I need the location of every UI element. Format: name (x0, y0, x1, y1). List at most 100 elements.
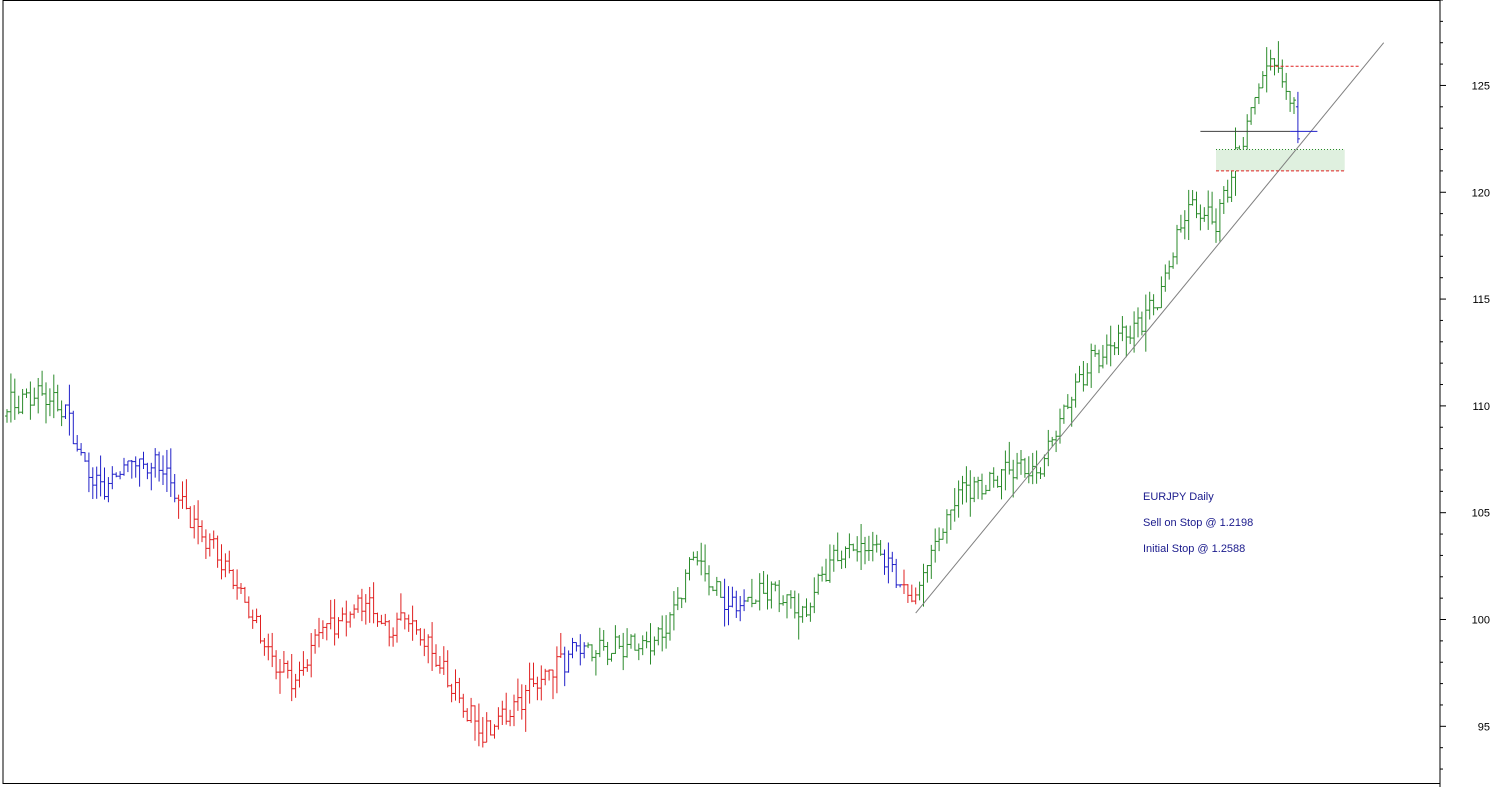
ohlc-bar (176, 494, 181, 519)
ohlc-bar (1194, 191, 1199, 219)
ohlc-bar (617, 634, 622, 649)
ohlc-bar (1128, 325, 1133, 345)
ohlc-bar (71, 410, 76, 445)
ohlc-bar (1288, 90, 1293, 112)
ohlc-bar (827, 544, 832, 583)
ohlc-bar (851, 543, 856, 552)
ohlc-bar (1143, 294, 1148, 352)
ohlc-bar (363, 594, 368, 625)
ohlc-bar (562, 646, 567, 687)
price-bars (5, 41, 1300, 748)
ohlc-bar (1214, 208, 1218, 243)
ohlc-bar (703, 544, 708, 582)
ohlc-bar (683, 569, 688, 603)
ohlc-bar (328, 599, 333, 630)
ohlc-bar (952, 488, 957, 522)
ohlc-bar (578, 634, 583, 666)
ohlc-bar (808, 602, 813, 622)
ohlc-bar (590, 644, 594, 662)
ohlc-bar (484, 712, 489, 743)
ohlc-bar (192, 505, 197, 539)
ohlc-bar (207, 533, 212, 557)
ohlc-bar (1069, 396, 1074, 427)
ohlc-bar (406, 614, 411, 632)
ohlc-bar (254, 608, 259, 624)
ohlc-bar (289, 654, 294, 702)
ohlc-bar (843, 546, 848, 569)
ohlc-bar (461, 693, 466, 718)
ohlc-bar (921, 563, 926, 607)
ohlc-bar (558, 632, 563, 658)
ohlc-bar (200, 520, 204, 543)
ohlc-bar (831, 544, 836, 572)
ohlc-bar (535, 676, 540, 701)
ohlc-bar (133, 456, 138, 478)
ohlc-bar (496, 707, 501, 730)
ohlc-bar (235, 569, 240, 600)
ohlc-bar (968, 470, 973, 517)
ohlc-bar (761, 570, 766, 594)
ohlc-bar (395, 612, 399, 643)
ohlc-bar (1132, 311, 1137, 353)
ohlc-bar (1245, 114, 1250, 151)
ohlc-bar (835, 532, 840, 562)
ohlc-bar (285, 660, 290, 679)
ohlc-bar (765, 574, 770, 610)
ohlc-bar (656, 627, 661, 646)
ohlc-bar (983, 484, 988, 495)
ohlc-bar (305, 659, 310, 672)
ohlc-bar (878, 540, 883, 556)
ohlc-bar (8, 373, 13, 423)
ohlc-bar (730, 586, 735, 608)
axis-tick-label: 105 (1472, 508, 1490, 520)
ohlc-bar (531, 662, 536, 688)
ohlc-bar (359, 588, 364, 622)
ohlc-bar (168, 448, 173, 497)
ohlc-bar (1268, 49, 1273, 71)
ohlc-bar (320, 620, 325, 640)
ohlc-bar (1295, 91, 1300, 144)
ohlc-bar (114, 472, 119, 478)
ohlc-bar (863, 536, 867, 565)
ohlc-bar (476, 703, 481, 747)
ohlc-bar (586, 642, 591, 649)
ohlc-bar (59, 400, 64, 427)
ohlc-bar (1038, 467, 1043, 479)
ohlc-bar (734, 590, 739, 618)
ohlc-bar (1217, 199, 1222, 242)
axis-tick-label: 110 (1472, 401, 1490, 413)
ohlc-bar (418, 628, 423, 646)
ohlc-bar (293, 673, 298, 698)
ohlc-bar (1015, 452, 1020, 480)
ohlc-bar (1050, 436, 1055, 447)
ohlc-bar (340, 607, 345, 622)
ohlc-bar (445, 650, 450, 688)
ohlc-bar (991, 467, 996, 488)
ohlc-bar (188, 506, 193, 529)
ohlc-bar (1093, 344, 1098, 357)
ohlc-bar (691, 551, 696, 561)
ohlc-bar (348, 611, 353, 628)
ohlc-bar (1155, 307, 1160, 311)
ohlc-bar (515, 678, 520, 711)
ohlc-bar (753, 599, 758, 604)
ohlc-bar (929, 544, 934, 579)
ohlc-bar (687, 557, 692, 581)
ohlc-bar (582, 642, 587, 659)
ohlc-bar (215, 535, 220, 568)
ohlc-bar (86, 452, 91, 493)
ohlc-bar (777, 580, 782, 613)
ohlc-bar (512, 694, 516, 727)
axis-tick-label: 100 (1472, 615, 1490, 627)
ohlc-bar (430, 622, 435, 671)
ohlc-bar (644, 631, 649, 649)
ohlc-bar (266, 633, 271, 661)
ohlc-bar (410, 605, 415, 641)
ohlc-bar (67, 384, 72, 436)
ohlc-bar (601, 630, 606, 651)
ohlc-bar (757, 573, 762, 611)
ohlc-bar (847, 533, 852, 559)
ohlc-bar (379, 614, 384, 625)
ohlc-bar (898, 584, 903, 588)
